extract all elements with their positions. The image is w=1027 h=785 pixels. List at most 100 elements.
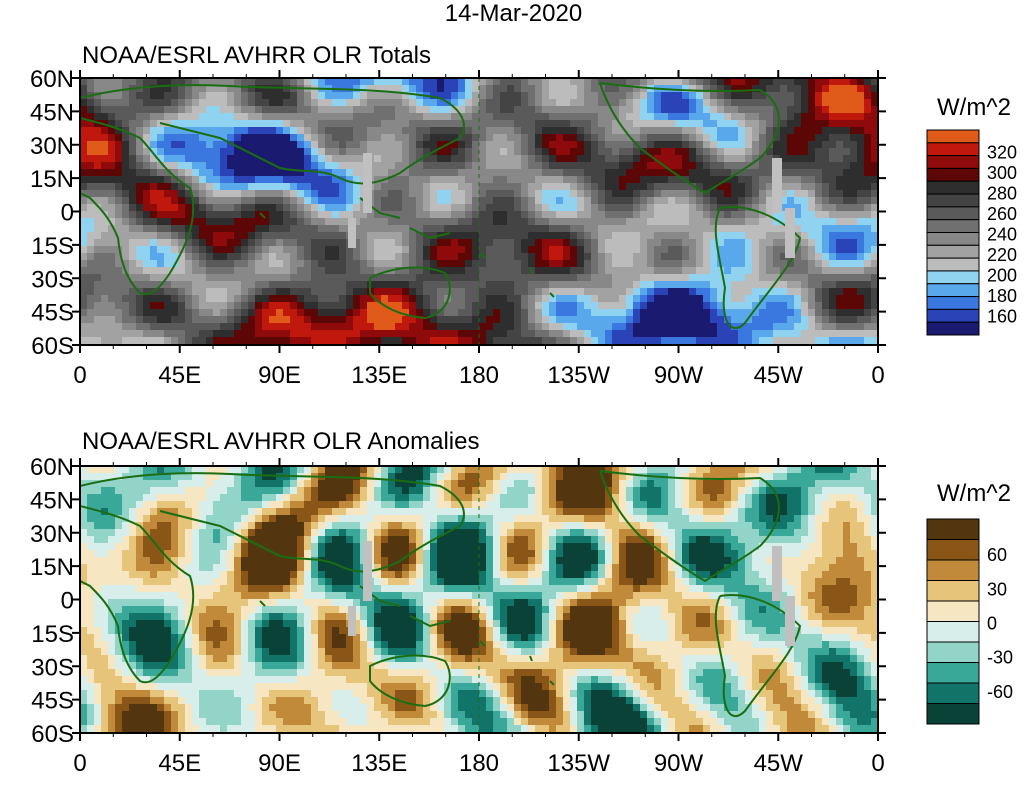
colorbar-swatch [926, 244, 980, 259]
lat-tick-label: 30S [31, 266, 74, 293]
colorbar-swatch [926, 703, 980, 725]
colorbar-swatch [926, 167, 980, 182]
colorbar-label: 240 [987, 225, 1017, 245]
anomalies-panel-title: NOAA/ESRL AVHRR OLR Anomalies [82, 428, 480, 455]
map-frame [79, 465, 879, 734]
colorbar-label: 30 [987, 579, 1007, 599]
missing-data-patch [363, 153, 372, 213]
colorbar-label: -30 [987, 648, 1013, 668]
colorbar-swatch [926, 296, 980, 310]
lon-tick-label: 45E [158, 750, 201, 777]
lon-tick-label: 90W [654, 362, 704, 389]
colorbar-label: 180 [987, 286, 1017, 306]
colorbar-label: 60 [987, 545, 1007, 565]
lat-tick-label: 60N [30, 66, 74, 93]
coastlines [80, 82, 802, 330]
colorbar-swatch [926, 600, 980, 622]
lat-tick-label: 15N [30, 554, 74, 581]
lon-tick-label: 135E [351, 362, 407, 389]
colorbar-swatch [926, 219, 980, 233]
colorbar-swatch [926, 321, 980, 336]
colorbar-swatch [926, 682, 980, 704]
colorbar-label: 220 [987, 245, 1017, 265]
lat-tick-label: 15S [31, 233, 74, 260]
colorbar-label: 260 [987, 204, 1017, 224]
missing-data-patch [348, 606, 356, 636]
colorbar-label: 0 [987, 614, 997, 634]
colorbar-swatch [926, 559, 980, 581]
missing-data-patch [772, 546, 782, 601]
anomalies-colorbar: 60 30 0 -30 -60 [926, 518, 1013, 725]
colorbar-swatch [926, 270, 980, 285]
lon-tick-label: 0 [871, 362, 884, 389]
missing-data-patch [785, 596, 795, 646]
lon-tick-label: 45E [158, 362, 201, 389]
lat-tick-label: 45S [31, 300, 74, 327]
lon-tick-label: 180 [459, 750, 499, 777]
colorbar-swatch [926, 539, 980, 561]
colorbar-swatch [926, 129, 980, 144]
colorbar-swatch [926, 232, 980, 246]
colorbar-label: -60 [987, 682, 1013, 702]
colorbar-swatch [926, 580, 980, 602]
lon-tick-label: 0 [73, 362, 86, 389]
lon-tick-label: 135W [547, 362, 610, 389]
missing-data-patch [772, 158, 782, 213]
lon-tick-label: 0 [871, 750, 884, 777]
lon-tick-label: 45W [754, 362, 804, 389]
coastlines [80, 470, 802, 718]
colorbar-label: 200 [987, 266, 1017, 286]
colorbar-swatch [926, 662, 980, 684]
lon-tick-label: 90E [258, 362, 301, 389]
lat-tick-label: 45S [31, 688, 74, 715]
colorbar-swatch [926, 142, 980, 157]
lat-tick-label: 60S [31, 333, 74, 360]
lat-tick-label: 45N [30, 487, 74, 514]
lon-tick-label: 135W [547, 750, 610, 777]
colorbar-label: 160 [987, 307, 1017, 327]
lat-tick-label: 15S [31, 621, 74, 648]
missing-data-patch [785, 208, 795, 258]
lon-tick-label: 0 [73, 750, 86, 777]
anomalies-units-label: W/m^2 [937, 480, 1011, 507]
totals-panel-title: NOAA/ESRL AVHRR OLR Totals [82, 42, 432, 69]
lat-tick-label: 0 [61, 588, 74, 615]
lat-tick-label: 0 [61, 200, 74, 227]
totals-units-label: W/m^2 [937, 94, 1011, 121]
lat-tick-label: 30N [30, 521, 74, 548]
totals-axes: 0 45E 90E 135E 180 135W 90W 45W 0 60N 45N 30N 15N 0 15… [30, 66, 886, 389]
colorbar-label: 280 [987, 184, 1017, 204]
colorbar-swatch [926, 206, 980, 221]
colorbar-swatch [926, 283, 980, 298]
date-title: 14-Mar-2020 [444, 0, 583, 27]
lon-tick-label: 90W [654, 750, 704, 777]
missing-data-patch [363, 541, 372, 601]
map-frame [79, 77, 879, 346]
lat-tick-label: 60N [30, 454, 74, 481]
lat-tick-label: 15N [30, 166, 74, 193]
colorbar-swatch [926, 193, 980, 208]
missing-data-patch [348, 218, 356, 248]
lon-tick-label: 135E [351, 750, 407, 777]
colorbar-label: 320 [987, 143, 1017, 163]
lat-tick-label: 30S [31, 654, 74, 681]
lat-tick-label: 30N [30, 133, 74, 160]
colorbar-label: 300 [987, 163, 1017, 183]
colorbar-swatch [926, 518, 980, 540]
colorbar-swatch [926, 621, 980, 643]
lon-tick-label: 90E [258, 750, 301, 777]
colorbar-swatch [926, 641, 980, 663]
colorbar-swatch [926, 257, 980, 272]
lon-tick-label: 45W [754, 750, 804, 777]
colorbar-swatch [926, 308, 980, 323]
colorbar-swatch [926, 155, 980, 169]
anomalies-axes: 0 45E 90E 135E 180 135W 90W 45W 0 60N 45N 30N 15N 0 15… [30, 454, 886, 777]
field-cells [80, 78, 878, 345]
lon-tick-label: 180 [459, 362, 499, 389]
colorbar-swatch [926, 180, 980, 195]
totals-map [80, 78, 878, 345]
lat-tick-label: 45N [30, 99, 74, 126]
lat-tick-label: 60S [31, 721, 74, 748]
